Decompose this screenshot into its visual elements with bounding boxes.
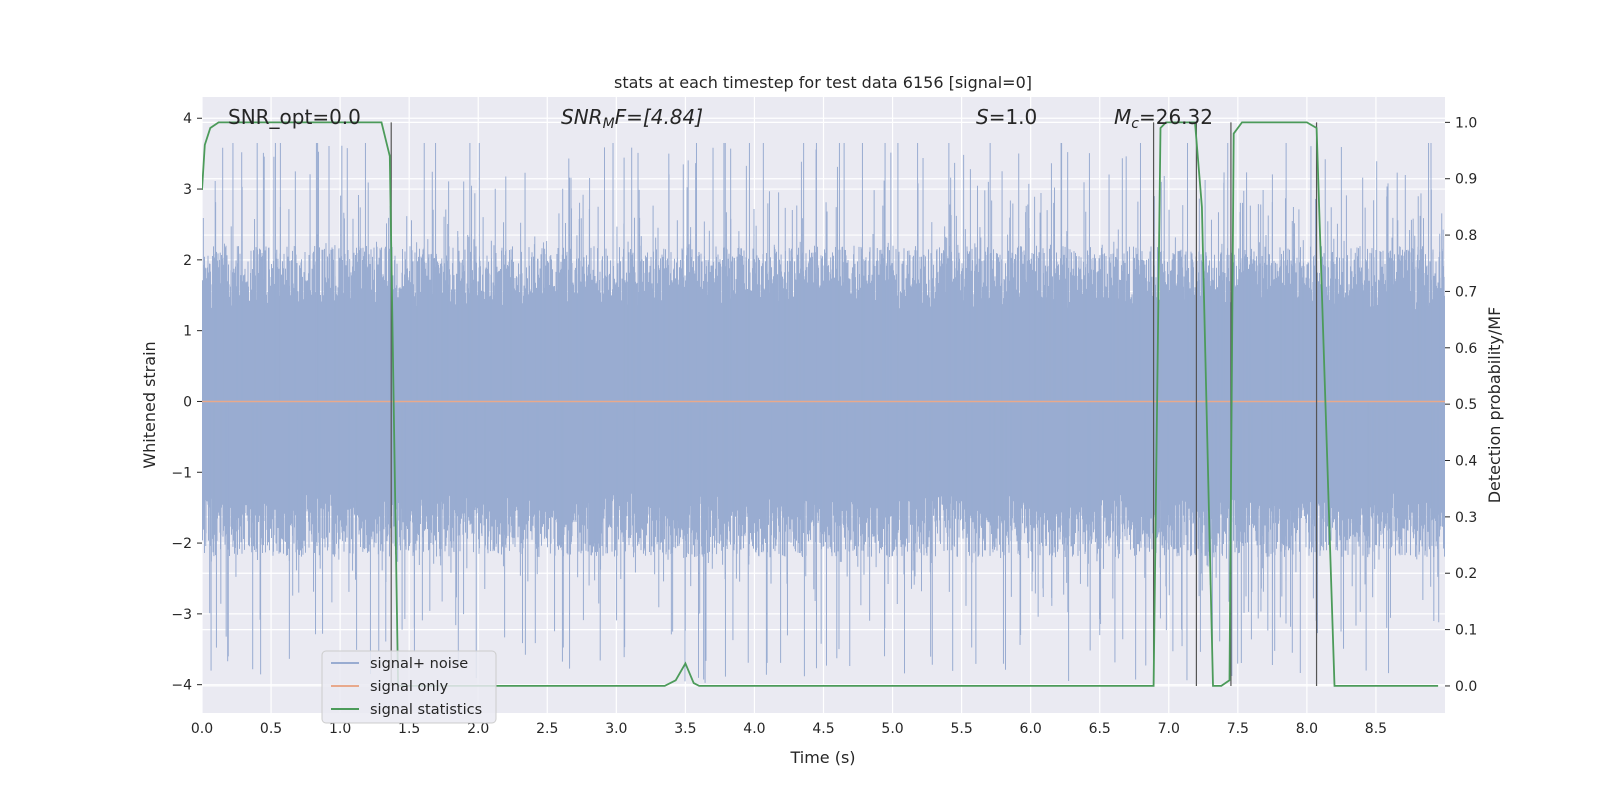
x-tick-label: 8.5 bbox=[1365, 721, 1387, 737]
x-tick-label: 3.0 bbox=[605, 721, 627, 737]
y-tick-label: 2 bbox=[183, 253, 192, 269]
y-tick-label: 3 bbox=[183, 182, 192, 198]
y-tick-label: 0 bbox=[183, 394, 192, 410]
x-axis-label: Time (s) bbox=[789, 748, 855, 767]
y-tick-label: 4 bbox=[183, 111, 192, 127]
legend-label-signal-only: signal only bbox=[370, 679, 449, 695]
legend: signal+ noise signal only signal statist… bbox=[321, 650, 497, 724]
y2-tick-label: 0.1 bbox=[1455, 623, 1477, 639]
annotation-snr-opt: SNR_opt=0.0 bbox=[228, 105, 361, 129]
x-axis-ticks: 0.0 0.5 1.0 1.5 2.0 2.5 3.0 3.5 4.0 4.5 5.0 5.5 6.0 6… bbox=[191, 721, 1387, 737]
legend-label-signal-noise: signal+ noise bbox=[370, 656, 468, 672]
annotation-s: S=1.0 bbox=[976, 105, 1037, 129]
y2-axis-label: Detection probability/MF bbox=[1485, 307, 1504, 504]
y2-tick-label: 0.3 bbox=[1455, 510, 1477, 526]
annotation-mc: Mc=26.32 bbox=[1114, 105, 1213, 132]
y-tick-label: −1 bbox=[171, 465, 192, 481]
y2-tick-label: 0.6 bbox=[1455, 341, 1477, 357]
x-tick-label: 1.5 bbox=[398, 721, 420, 737]
x-tick-label: 7.0 bbox=[1158, 721, 1180, 737]
chart-title: stats at each timestep for test data 615… bbox=[614, 73, 1032, 92]
x-tick-label: 3.5 bbox=[674, 721, 696, 737]
annotation-snr-mf: SNRMF=[4.84] bbox=[561, 105, 703, 132]
x-tick-label: 6.5 bbox=[1089, 721, 1111, 737]
y2-tick-label: 0.2 bbox=[1455, 566, 1477, 582]
x-tick-label: 1.0 bbox=[329, 721, 351, 737]
legend-label-signal-statistics: signal statistics bbox=[370, 702, 482, 718]
y-axis-label: Whitened strain bbox=[140, 341, 159, 468]
x-tick-label: 5.5 bbox=[950, 721, 972, 737]
y-tick-label: 1 bbox=[183, 324, 192, 340]
y-axis-ticks: −4 −3 −2 −1 0 1 2 3 4 bbox=[171, 111, 202, 694]
x-tick-label: 6.0 bbox=[1020, 721, 1042, 737]
series-signal-statistics bbox=[202, 121, 1439, 687]
y-tick-label: −2 bbox=[171, 536, 192, 552]
y-tick-label: −3 bbox=[171, 607, 192, 623]
y2-tick-label: 0.4 bbox=[1455, 454, 1477, 470]
x-tick-label: 0.5 bbox=[260, 721, 282, 737]
legend-box bbox=[321, 650, 497, 724]
x-tick-label: 4.0 bbox=[743, 721, 765, 737]
y2-tick-label: 0.7 bbox=[1455, 284, 1477, 300]
y2-tick-label: 0.9 bbox=[1455, 172, 1477, 188]
noise-spikes bbox=[202, 143, 1444, 683]
y2-tick-label: 1.0 bbox=[1455, 115, 1477, 131]
x-tick-label: 7.5 bbox=[1227, 721, 1249, 737]
x-tick-label: 4.5 bbox=[812, 721, 834, 737]
y2-tick-label: 0.0 bbox=[1455, 679, 1477, 695]
y2-tick-label: 0.5 bbox=[1455, 397, 1477, 413]
y2-axis-ticks: 0.0 0.1 0.2 0.3 0.4 0.5 0.6 0.7 0.8 0.9 1.0 bbox=[1445, 115, 1477, 695]
x-tick-label: 2.5 bbox=[536, 721, 558, 737]
x-tick-label: 8.0 bbox=[1296, 721, 1318, 737]
y2-tick-label: 0.8 bbox=[1455, 228, 1477, 244]
y-tick-label: −4 bbox=[171, 678, 192, 694]
x-tick-label: 5.0 bbox=[881, 721, 903, 737]
x-tick-label: 2.0 bbox=[467, 721, 489, 737]
x-tick-label: 0.0 bbox=[191, 721, 213, 737]
